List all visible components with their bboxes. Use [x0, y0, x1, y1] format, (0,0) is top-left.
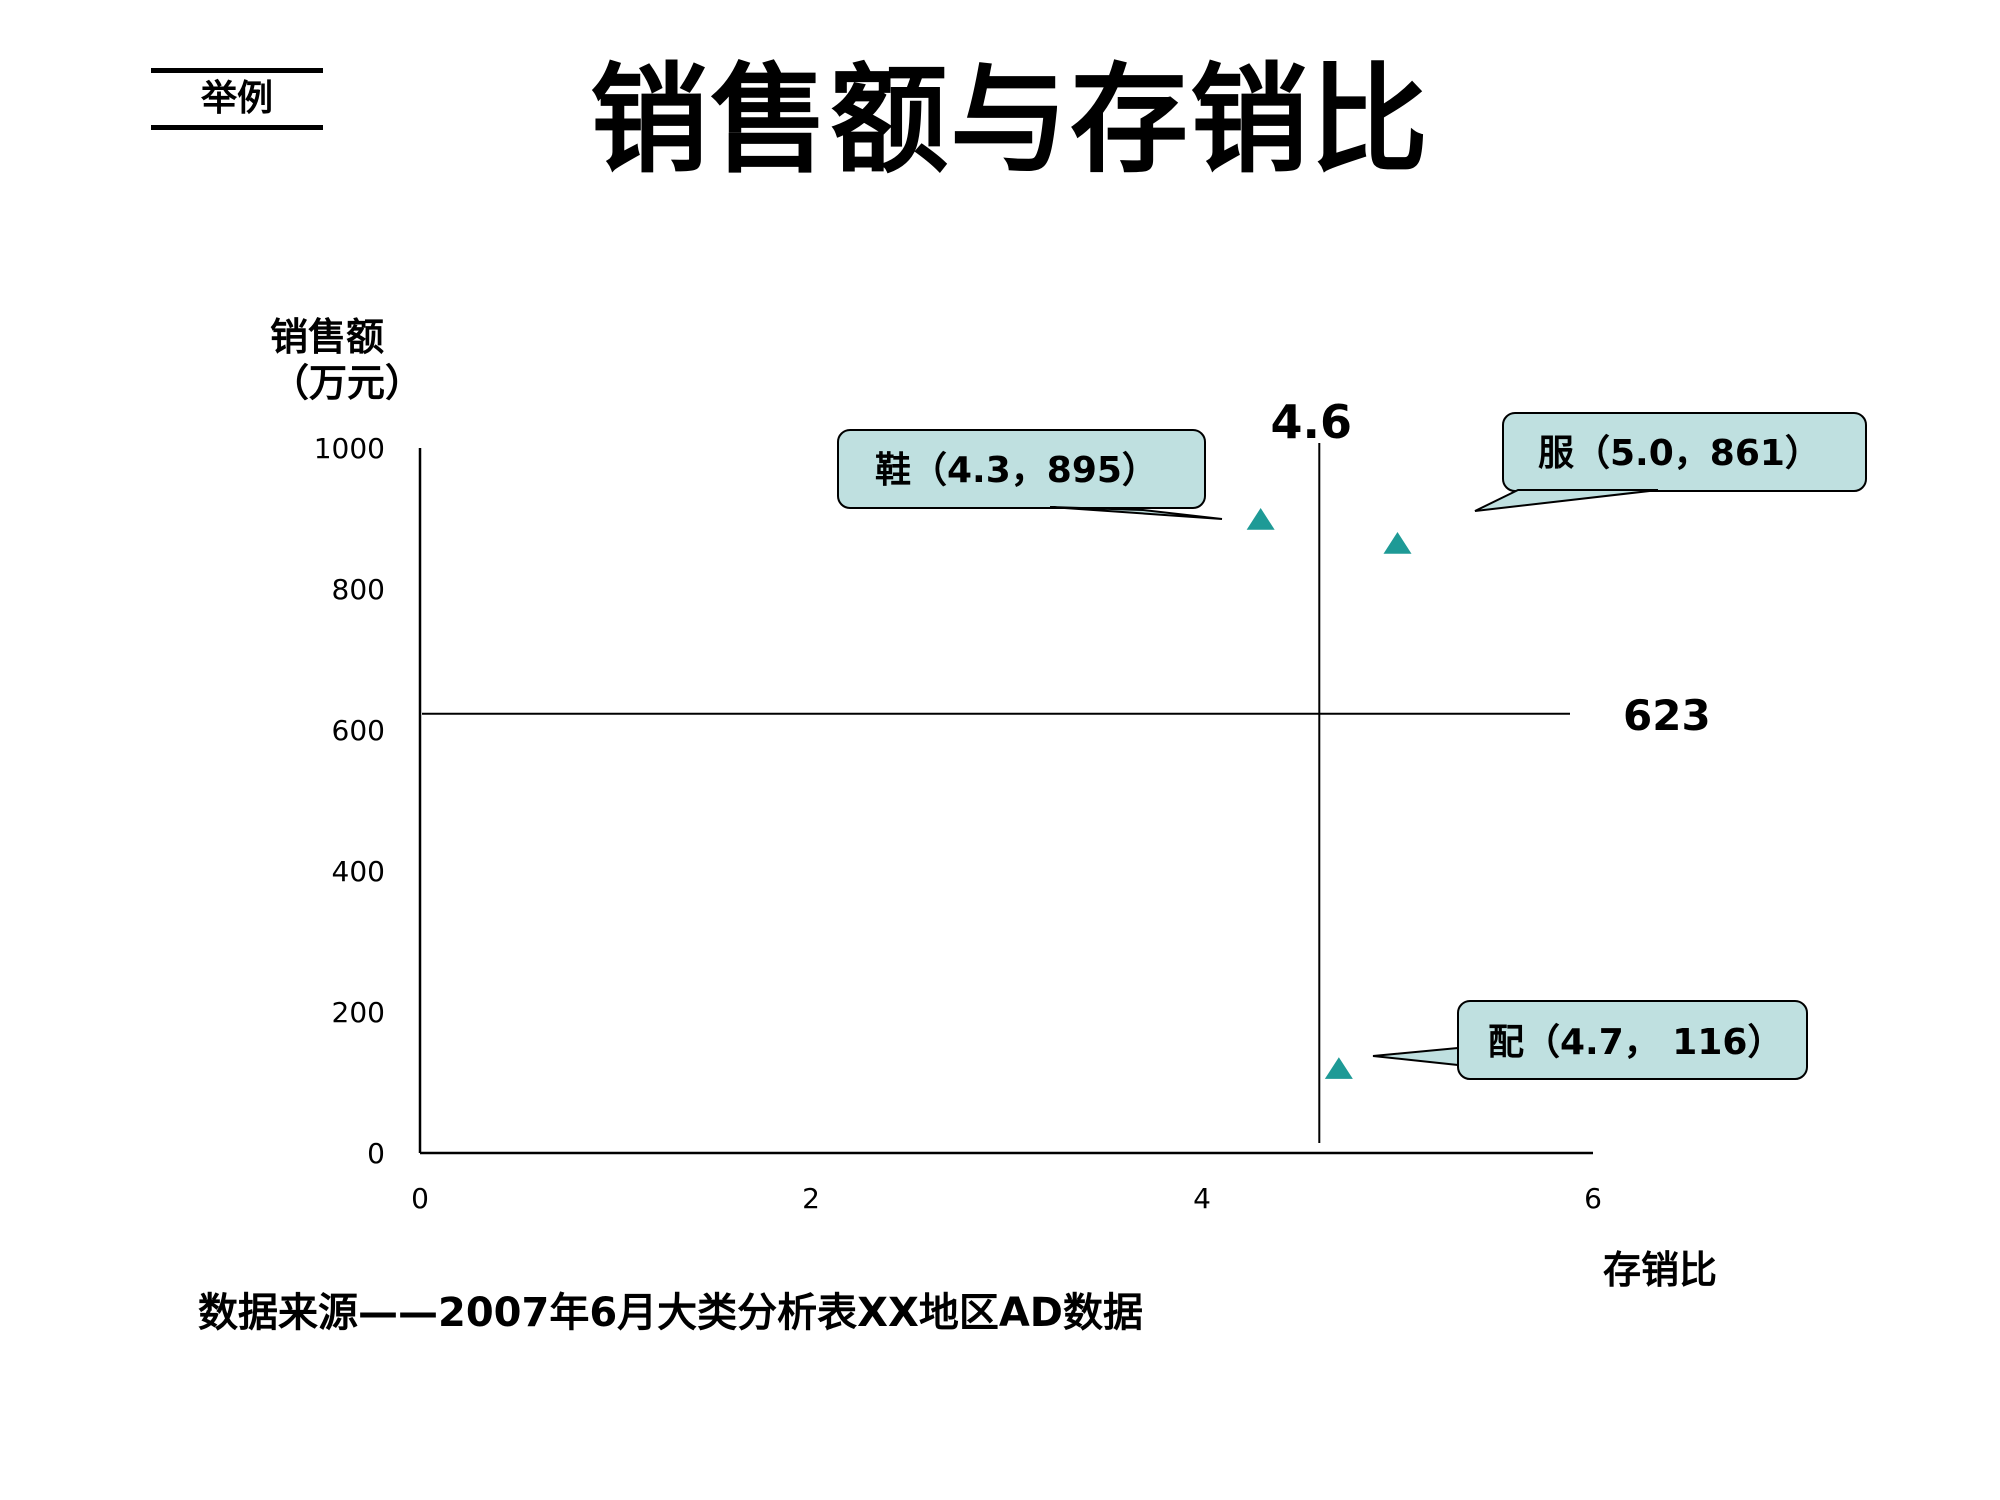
- reference-line-horizontal-label: 623: [1623, 691, 1711, 740]
- y-tick-label: 400: [332, 855, 385, 888]
- callout-box: [1502, 412, 1867, 492]
- y-tick-label: 0: [367, 1137, 385, 1170]
- callout-pointer: [1474, 489, 1659, 512]
- x-tick-label: 2: [802, 1182, 820, 1215]
- data-point: [1246, 508, 1275, 530]
- x-tick-label: 6: [1584, 1182, 1602, 1215]
- callout-1: 服（5.0，861）: [1474, 412, 1867, 512]
- callout-0: 鞋（4.3，895）: [837, 429, 1223, 520]
- x-tick-label: 0: [411, 1182, 429, 1215]
- data-point: [1324, 1057, 1353, 1079]
- example-tag: 举例: [151, 68, 323, 130]
- y-tick-label: 600: [332, 714, 385, 747]
- data-source-note: 数据来源——2007年6月大类分析表XX地区AD数据: [198, 1290, 1143, 1336]
- callout-label: 鞋（4.3，895）: [875, 450, 1158, 491]
- callout-box: [837, 429, 1206, 509]
- page-title: 销售额与存销比: [589, 51, 1430, 189]
- y-tick-label: 800: [332, 573, 385, 606]
- callout-label: 服（5.0，861）: [1538, 433, 1821, 474]
- y-axis-title: 销售额: [270, 315, 384, 359]
- data-point: [1383, 531, 1412, 554]
- callout-pointer: [1049, 506, 1223, 520]
- y-tick-label: 1000: [314, 432, 385, 465]
- x-tick-label: 4: [1193, 1182, 1211, 1215]
- y-axis-title-unit: （万元）: [271, 361, 423, 405]
- callout-box: [1457, 1000, 1808, 1080]
- example-tag-label: 举例: [200, 78, 273, 119]
- reference-line-vertical-label: 4.6: [1271, 395, 1353, 449]
- callout-label: 配（4.7， 116）: [1488, 1022, 1783, 1063]
- callout-pointer: [1372, 1046, 1459, 1067]
- x-axis-title: 存销比: [1603, 1248, 1717, 1292]
- callout-2: 配（4.7， 116）: [1372, 1000, 1808, 1080]
- y-tick-label: 200: [332, 996, 385, 1029]
